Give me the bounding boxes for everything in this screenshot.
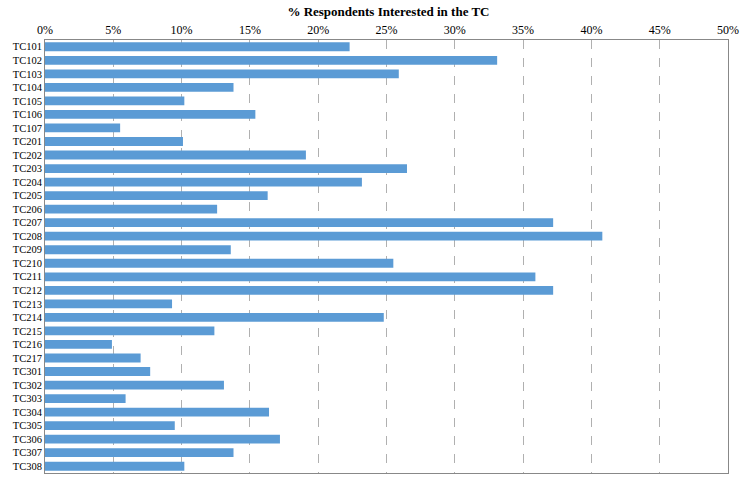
svg-text:TC214: TC214	[13, 312, 43, 323]
svg-text:TC304: TC304	[13, 407, 43, 418]
svg-text:TC211: TC211	[13, 271, 42, 282]
svg-text:TC215: TC215	[13, 326, 42, 337]
svg-text:TC209: TC209	[13, 244, 42, 255]
svg-text:TC101: TC101	[13, 41, 42, 52]
svg-text:0%: 0%	[37, 23, 53, 37]
svg-text:20%: 20%	[307, 23, 329, 37]
svg-text:5%: 5%	[105, 23, 121, 37]
svg-text:TC213: TC213	[13, 299, 42, 310]
svg-text:TC301: TC301	[13, 366, 42, 377]
svg-text:TC205: TC205	[13, 190, 42, 201]
svg-text:TC210: TC210	[13, 258, 42, 269]
svg-text:TC202: TC202	[13, 150, 42, 161]
svg-text:35%: 35%	[512, 23, 534, 37]
svg-text:TC103: TC103	[13, 69, 42, 80]
svg-text:50%: 50%	[717, 23, 739, 37]
svg-text:TC201: TC201	[13, 136, 42, 147]
svg-text:30%: 30%	[444, 23, 466, 37]
svg-text:40%: 40%	[580, 23, 602, 37]
svg-text:TC216: TC216	[13, 339, 42, 350]
svg-text:TC207: TC207	[13, 217, 42, 228]
svg-text:TC302: TC302	[13, 380, 42, 391]
svg-text:TC102: TC102	[13, 55, 42, 66]
svg-text:TC307: TC307	[13, 447, 42, 458]
svg-text:% Respondents Interested in th: % Respondents Interested in the TC	[287, 4, 489, 19]
svg-text:TC104: TC104	[13, 82, 43, 93]
svg-text:TC217: TC217	[13, 353, 42, 364]
svg-text:TC308: TC308	[13, 461, 42, 472]
svg-text:25%: 25%	[376, 23, 398, 37]
svg-text:TC203: TC203	[13, 163, 42, 174]
svg-text:TC303: TC303	[13, 393, 42, 404]
svg-text:TC107: TC107	[13, 123, 42, 134]
svg-text:TC212: TC212	[13, 285, 42, 296]
svg-text:45%: 45%	[649, 23, 671, 37]
svg-text:TC305: TC305	[13, 420, 42, 431]
svg-text:10%: 10%	[171, 23, 193, 37]
svg-text:TC204: TC204	[13, 177, 43, 188]
svg-text:TC208: TC208	[13, 231, 42, 242]
svg-text:TC206: TC206	[13, 204, 42, 215]
svg-text:15%: 15%	[239, 23, 261, 37]
svg-text:TC105: TC105	[13, 96, 42, 107]
svg-text:TC106: TC106	[13, 109, 42, 120]
svg-text:TC306: TC306	[13, 434, 42, 445]
